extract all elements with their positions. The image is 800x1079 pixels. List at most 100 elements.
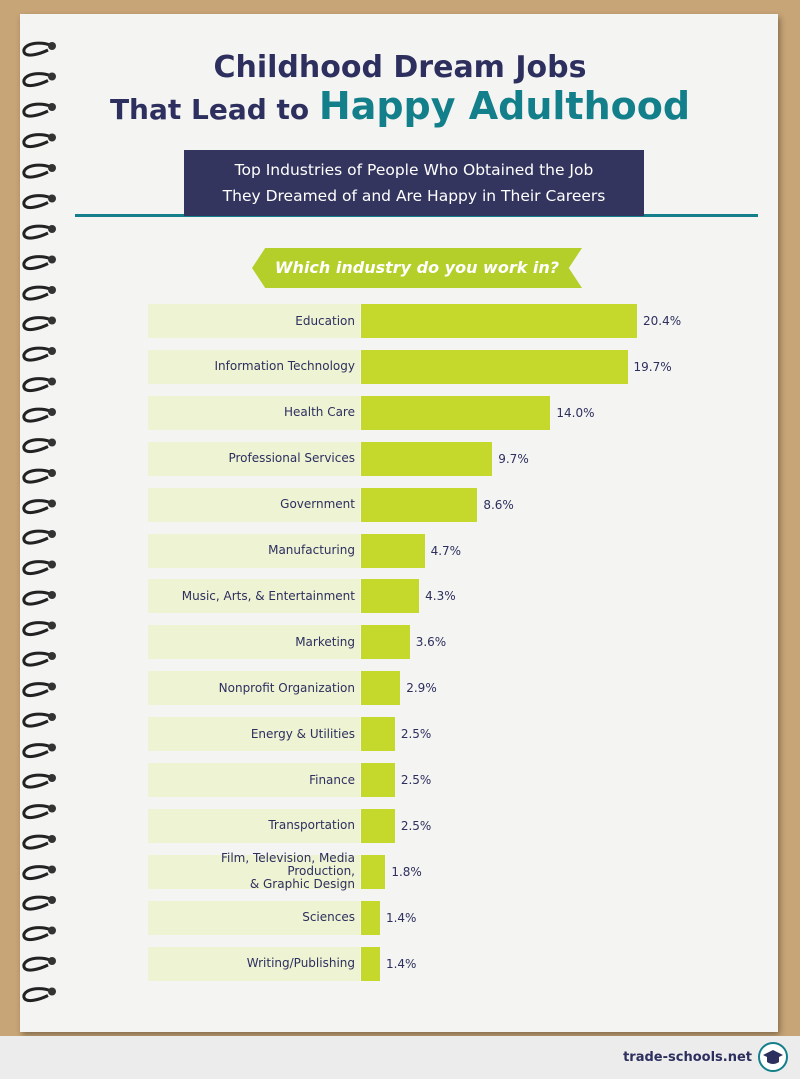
ring [22,560,53,576]
ring [22,804,53,820]
ring [22,712,53,728]
footer-brand: trade-schools.net [623,1050,752,1065]
ring [22,499,53,515]
value-label: 20.4% [643,314,682,328]
bar [361,763,395,797]
label-background [148,808,360,843]
value-label: 2.5% [400,727,432,742]
ring [22,377,53,393]
bar [361,441,493,476]
ring [22,407,53,423]
bar [361,395,551,430]
category-label: Government [280,497,355,512]
bar [361,304,637,338]
label-background [148,395,360,430]
value-label: 2.5% [400,773,432,787]
category-label: Transportation [268,818,355,833]
logo [758,1042,788,1072]
ring [22,865,53,881]
ring-hole [48,103,56,111]
ring [22,285,53,301]
ring-hole [48,133,56,142]
ring-hole [48,621,56,630]
label-background [148,763,360,797]
subtitle: Top Industries of People Who Obtained th… [184,150,644,216]
ring-hole [48,652,56,660]
ring-hole [48,225,56,233]
bar [361,854,386,889]
ring [22,438,53,454]
ring [22,468,53,484]
ring [22,621,53,637]
bar [361,579,420,614]
value-label: 4.7% [430,543,462,558]
label-background [148,946,360,981]
category-label: Finance [309,772,355,787]
category-label: Sciences [302,910,355,925]
ring-hole [48,774,56,782]
ring [22,255,53,271]
ring [22,102,53,118]
category-label: Film, Television, Media Production, & Gr… [220,851,355,892]
ring-hole [48,408,56,416]
ring [22,163,53,179]
ring-hole [48,560,56,569]
label-background [148,487,360,522]
bar [361,487,478,522]
title-line1: Childhood Dream Jobs [213,50,587,85]
value-label: 19.7% [633,359,672,374]
bar [361,717,395,752]
ring-hole [48,42,56,50]
ring-hole [48,835,56,843]
ring [22,41,53,57]
ring-hole [48,194,56,203]
ring [22,987,53,1003]
ring-hole [48,469,56,477]
ring-hole [48,987,56,996]
value-label: 4.3% [425,589,456,604]
ring [22,743,53,759]
bar [361,900,380,935]
value-label: 9.7% [498,451,529,466]
ring [22,346,53,362]
category-label: Professional Services [228,451,355,466]
value-label: 8.6% [483,497,514,512]
value-label: 3.6% [415,635,447,650]
ring-hole [48,957,56,965]
value-label: 1.4% [385,956,417,971]
bar-chart: Education 20.4% Information Technology 19.7… [148,304,682,981]
title-highlight: Happy Adulthood [318,84,691,128]
ring-hole [48,72,56,81]
label-background [148,625,360,660]
value-label: 1.4% [385,910,417,925]
ring-hole [48,743,56,752]
ring [22,133,53,149]
ring-hole [48,255,56,264]
bar [361,671,401,706]
category-label: Education [295,313,355,328]
label-background [148,671,360,706]
ring-hole [48,591,56,599]
ring-hole [48,896,56,904]
footer-bar [0,1036,800,1079]
value-label: 2.9% [406,681,437,696]
category-label: Energy & Utilities [250,726,355,741]
label-background [148,579,360,614]
ring-hole [48,377,56,386]
ring [22,224,53,240]
category-label: Health Care [283,405,355,420]
label-background [148,441,360,476]
ring-hole [48,926,56,935]
label-background [148,349,360,384]
ring [22,651,53,667]
ring-hole [48,347,56,355]
ring-hole [48,164,56,172]
ring-hole [48,316,56,325]
ring [22,682,53,698]
value-label: 1.8% [391,864,422,879]
category-label: Marketing [295,634,355,649]
category-label: Information Technology [214,359,356,374]
ring-hole [48,438,56,447]
ring [22,529,53,545]
